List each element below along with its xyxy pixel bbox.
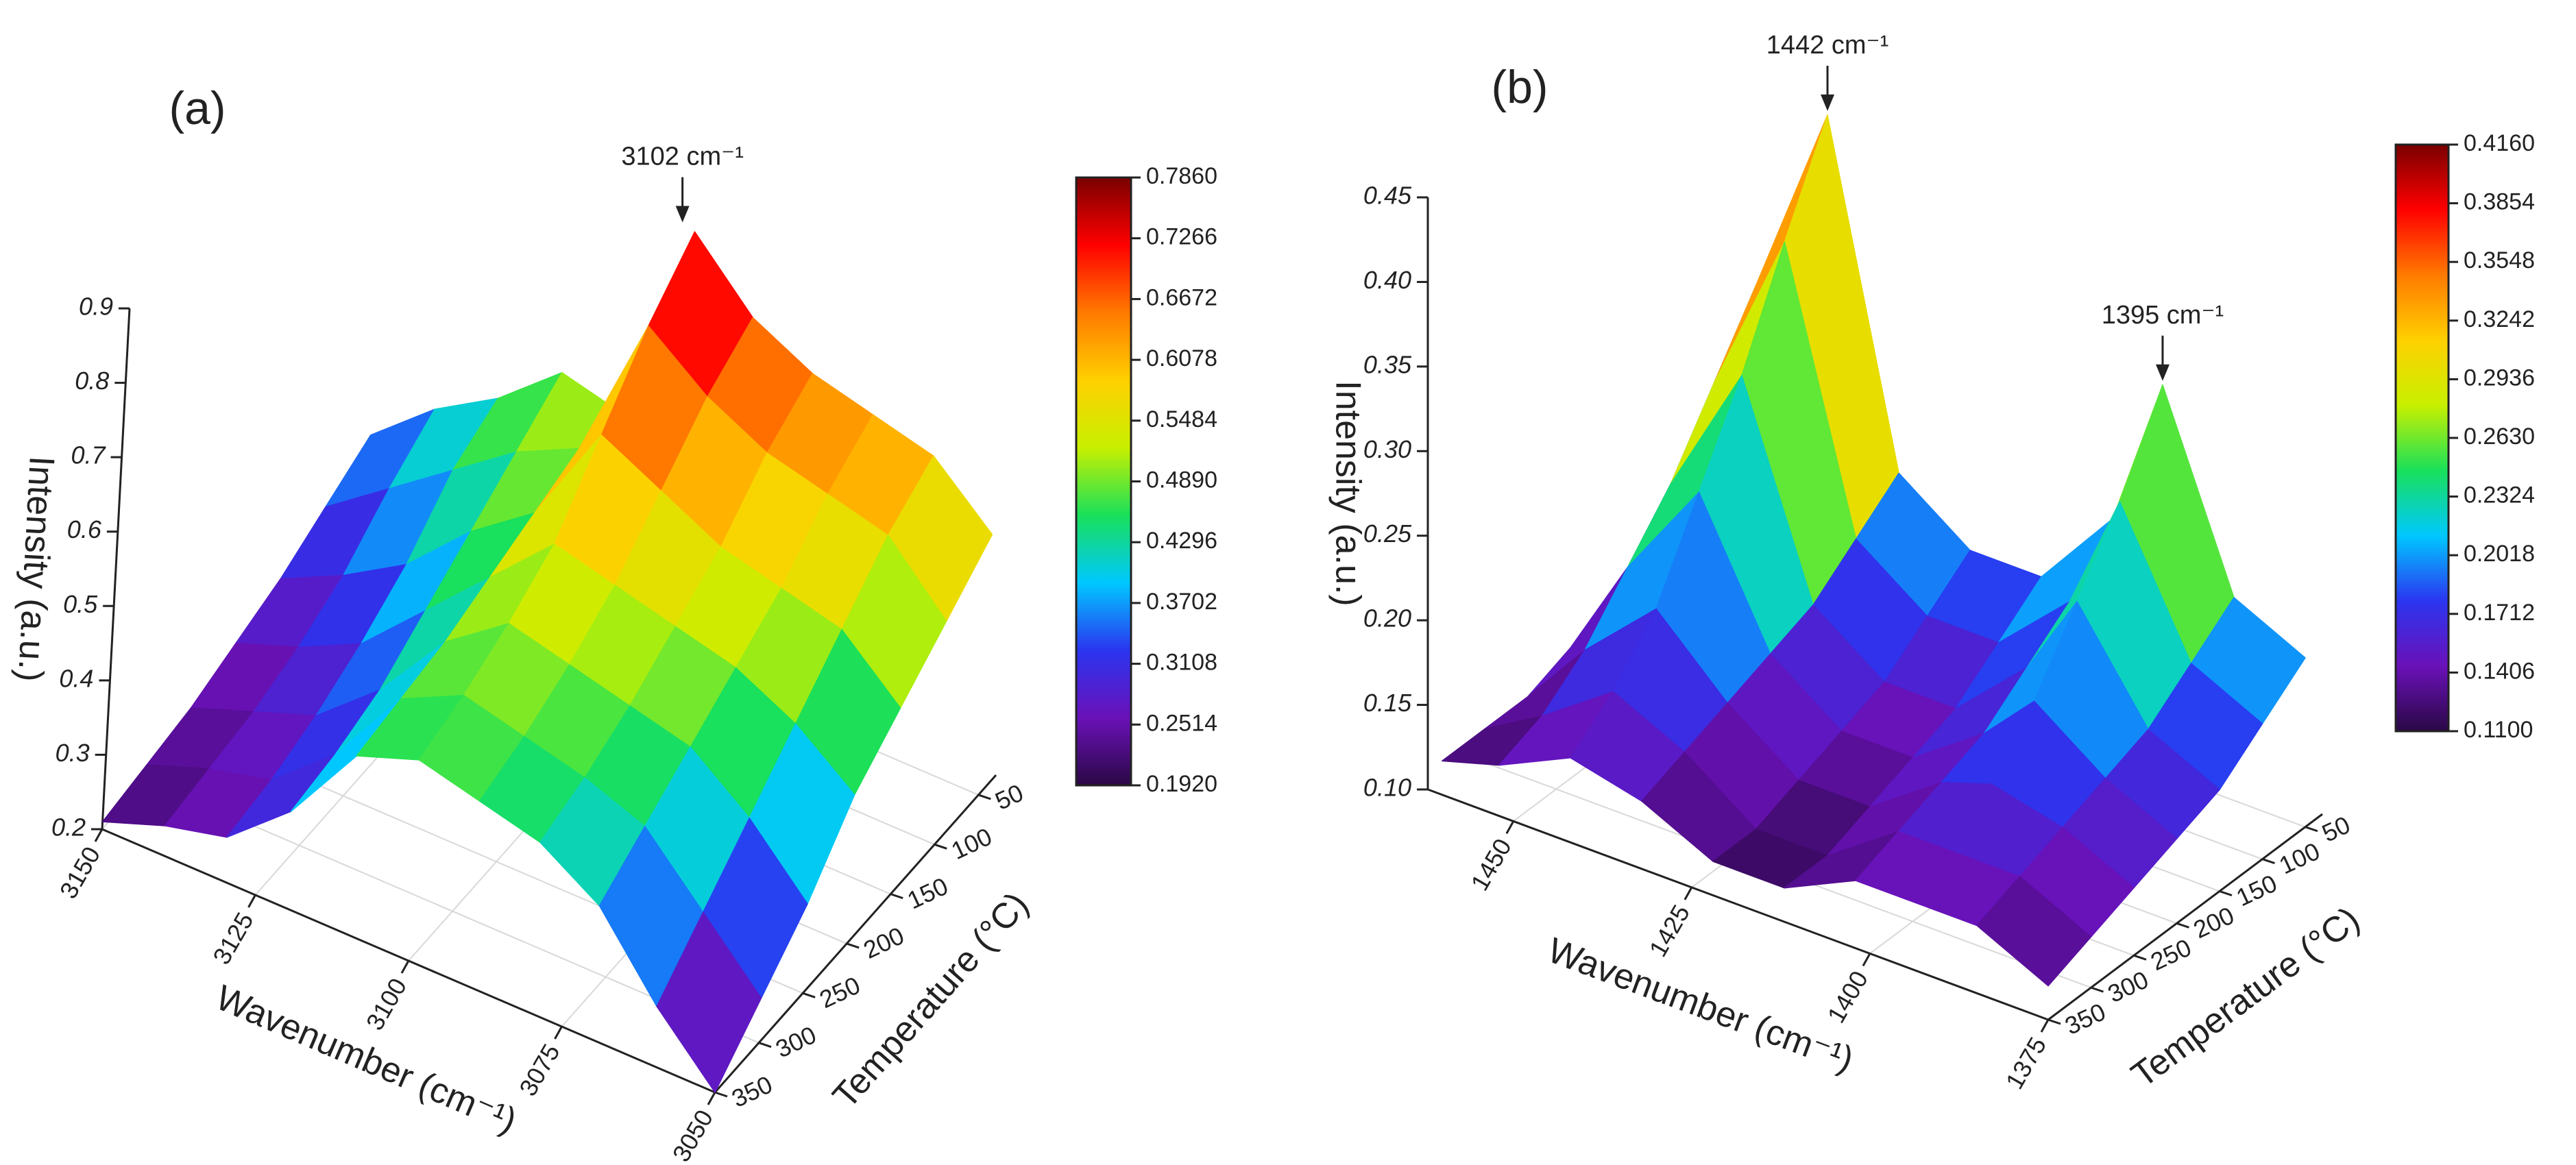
y-tick bbox=[2305, 826, 2318, 833]
z-tick-label: 0.5 bbox=[63, 590, 98, 618]
annotation-arrowhead bbox=[2155, 364, 2170, 381]
x-tick bbox=[94, 829, 104, 842]
colorbar-tick-label: 0.3548 bbox=[2464, 247, 2535, 273]
x-axis bbox=[101, 828, 716, 1094]
annotation: 1395 cm⁻¹ bbox=[2102, 301, 2224, 330]
annotation: 3102 cm⁻¹ bbox=[621, 143, 743, 171]
z-tick-label: 0.25 bbox=[1363, 519, 1412, 548]
z-axis bbox=[101, 308, 131, 830]
colorbar-tick-label: 0.5484 bbox=[1146, 406, 1217, 432]
colorbar-tick-label: 0.3854 bbox=[2464, 189, 2535, 215]
y-tick bbox=[2048, 1018, 2061, 1025]
panel-label: (a) bbox=[169, 82, 226, 134]
z-tick-label: 0.7 bbox=[71, 441, 107, 469]
z-tick-label: 0.35 bbox=[1363, 350, 1412, 378]
z-axis-label: Intensity (a.u.) bbox=[1328, 380, 1368, 606]
colorbar-tick-label: 0.2936 bbox=[2464, 365, 2535, 391]
colorbar-tick-label: 0.6078 bbox=[1146, 345, 1217, 371]
z-tick-label: 0.15 bbox=[1363, 689, 1412, 717]
colorbar-tick-label: 0.7860 bbox=[1146, 163, 1217, 189]
z-tick-label: 0.10 bbox=[1363, 774, 1411, 802]
z-tick-label: 0.8 bbox=[75, 367, 109, 395]
x-axis bbox=[1427, 788, 2049, 1021]
y-tick bbox=[890, 893, 903, 900]
colorbar-tick-label: 0.4296 bbox=[1146, 528, 1217, 554]
x-tick bbox=[247, 894, 256, 908]
x-tick bbox=[1862, 953, 1871, 967]
z-tick-label: 0.20 bbox=[1363, 604, 1411, 633]
panel-label: (b) bbox=[1491, 61, 1548, 113]
colorbar-tick-label: 0.4890 bbox=[1146, 467, 1217, 493]
y-tick bbox=[2091, 986, 2104, 993]
annotation-arrowhead bbox=[675, 206, 690, 223]
annotation-arrowhead bbox=[1821, 94, 1835, 111]
x-tick bbox=[2040, 1019, 2050, 1033]
z-tick-label: 0.40 bbox=[1363, 266, 1411, 294]
z-tick-label: 0.9 bbox=[79, 293, 113, 321]
y-tick bbox=[977, 794, 991, 800]
colorbar-tick-label: 0.4160 bbox=[2464, 130, 2535, 156]
z-tick-label: 0.3 bbox=[56, 739, 90, 767]
colorbar-tick-label: 0.2324 bbox=[2464, 482, 2535, 508]
z-tick-label: 0.45 bbox=[1363, 182, 1412, 210]
y-tick bbox=[846, 942, 860, 949]
x-tick bbox=[554, 1026, 563, 1040]
x-tick bbox=[1684, 887, 1693, 900]
y-tick bbox=[2176, 922, 2189, 929]
z-tick-label: 0.4 bbox=[59, 664, 93, 692]
x-tick bbox=[707, 1092, 716, 1105]
colorbar bbox=[2394, 143, 2450, 733]
x-tick bbox=[1505, 820, 1515, 835]
annotation: 1442 cm⁻¹ bbox=[1766, 31, 1888, 60]
colorbar-tick-label: 0.1406 bbox=[2464, 658, 2535, 684]
y-tick bbox=[2133, 954, 2147, 961]
y-tick bbox=[714, 1091, 728, 1098]
colorbar-tick-label: 0.3108 bbox=[1146, 650, 1217, 676]
colorbar-tick-label: 0.3242 bbox=[2464, 306, 2535, 332]
colorbar-tick-label: 0.2018 bbox=[2464, 541, 2535, 567]
colorbar bbox=[1075, 176, 1132, 787]
y-tick bbox=[802, 992, 816, 998]
surface-patch bbox=[656, 911, 762, 1093]
y-tick bbox=[758, 1042, 772, 1048]
colorbar-tick-label: 0.2630 bbox=[2464, 424, 2535, 450]
surface-patch bbox=[1976, 876, 2092, 987]
colorbar-tick-label: 0.7266 bbox=[1146, 224, 1217, 250]
colorbar-tick-label: 0.1712 bbox=[2464, 600, 2535, 626]
y-axis bbox=[714, 774, 997, 1093]
z-tick-label: 0.6 bbox=[67, 515, 102, 543]
z-tick-label: 0.2 bbox=[51, 813, 86, 842]
colorbar-tick-label: 0.2514 bbox=[1146, 710, 1217, 736]
y-tick bbox=[934, 843, 947, 850]
colorbar-tick-label: 0.1920 bbox=[1146, 771, 1217, 797]
y-axis bbox=[2048, 813, 2323, 1021]
y-tick bbox=[2219, 890, 2233, 896]
colorbar-tick-label: 0.6672 bbox=[1146, 284, 1217, 310]
z-tick-label: 0.30 bbox=[1363, 435, 1411, 463]
colorbar-tick-label: 0.3702 bbox=[1146, 589, 1217, 615]
colorbar-tick-label: 0.1100 bbox=[2464, 717, 2533, 743]
x-tick bbox=[400, 960, 410, 974]
y-tick bbox=[2262, 858, 2275, 865]
